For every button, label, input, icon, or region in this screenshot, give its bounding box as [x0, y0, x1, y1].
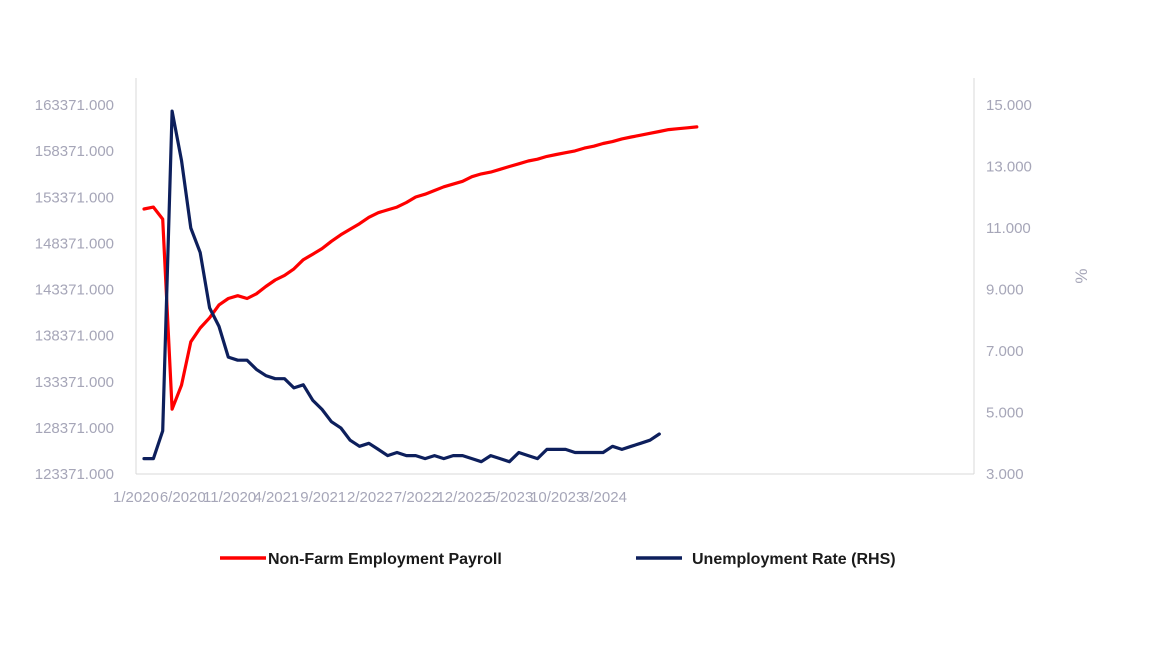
y-left-tick-label: 138371.000	[35, 328, 114, 345]
x-tick-label: 4/2021	[253, 489, 299, 506]
y-right-tick-label: 15.000	[986, 97, 1032, 114]
y-right-tick-label: 3.000	[986, 466, 1024, 483]
x-tick-label: 9/2021	[300, 489, 346, 506]
x-tick-label: 1/2020	[113, 489, 159, 506]
x-tick-label: 12/2022	[436, 489, 490, 506]
x-tick-label: 3/2024	[581, 489, 627, 506]
x-tick-label: 7/2022	[394, 489, 440, 506]
y-right-tick-label: 7.000	[986, 343, 1024, 360]
x-tick-label: 10/2023	[530, 489, 584, 506]
chart-tick-labels: 123371.000 128371.000 133371.000 138371.000…	[35, 97, 1032, 506]
x-tick-label: 11/2020	[203, 489, 256, 506]
y-left-tick-label: 128371.000	[35, 420, 114, 437]
payroll-series-line	[142, 125, 699, 411]
x-tick-label: 5/2023	[487, 489, 533, 506]
y-left-tick-label: 163371.000	[35, 97, 114, 114]
legend-label: Unemployment Rate (RHS)	[692, 551, 896, 568]
y-left-tick-label: 143371.000	[35, 282, 114, 299]
right-axis-unit-label: %	[1072, 268, 1091, 283]
chart-axes	[135, 78, 975, 475]
chart-series-lines	[142, 109, 699, 464]
y-right-tick-label: 11.000	[986, 220, 1031, 237]
legend-label: Non-Farm Employment Payroll	[268, 551, 502, 568]
x-tick-label: 2/2022	[347, 489, 393, 506]
y-left-tick-label: 148371.000	[35, 235, 114, 252]
y-left-tick-label: 123371.000	[35, 466, 114, 483]
y-left-tick-label: 153371.000	[35, 189, 114, 206]
x-tick-label: 6/2020	[160, 489, 206, 506]
y-right-tick-label: 5.000	[986, 405, 1024, 422]
y-right-tick-label: 13.000	[986, 159, 1032, 176]
chart-legend: Non-Farm Employment Payroll Unemployment …	[220, 551, 896, 568]
y-left-tick-label: 158371.000	[35, 143, 114, 160]
y-left-tick-label: 133371.000	[35, 374, 114, 391]
y-right-tick-label: 9.000	[986, 282, 1024, 299]
unemployment-series-line	[142, 109, 661, 464]
